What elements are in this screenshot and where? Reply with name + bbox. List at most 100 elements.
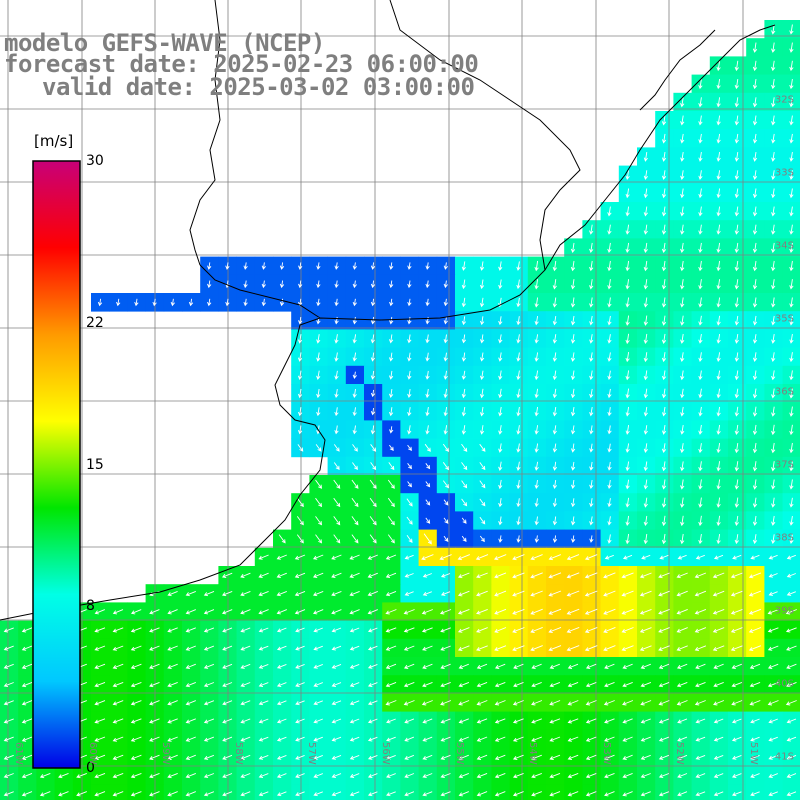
wind-arrow: [333, 534, 341, 544]
wind-arrow: [677, 554, 687, 560]
wind-arrow: [771, 133, 776, 144]
wind-arrow: [498, 461, 503, 471]
wind-arrow: [369, 479, 377, 489]
wind-arrow: [771, 279, 776, 290]
wind-arrow: [603, 608, 616, 615]
wind-arrow: [698, 479, 703, 490]
wind-arrow: [643, 152, 648, 162]
wind-arrow: [658, 608, 670, 615]
wind-arrow: [750, 754, 760, 760]
wind-arrow: [351, 497, 359, 508]
wind-arrow: [516, 297, 521, 308]
wind-arrow: [167, 663, 178, 669]
wind-arrow: [315, 444, 322, 452]
wind-arrow: [585, 754, 597, 760]
wind-arrow: [676, 663, 688, 669]
wind-arrow: [167, 754, 178, 760]
wind-arrow: [734, 152, 739, 162]
wind-arrow: [386, 718, 396, 724]
wind-arrow: [625, 188, 630, 199]
wind-arrow: [203, 627, 215, 633]
wind-arrow: [716, 497, 721, 508]
wind-arrow: [331, 572, 342, 578]
wind-arrow: [167, 627, 178, 633]
wind-arrow: [567, 754, 579, 760]
wind-arrow: [752, 115, 758, 126]
wind-arrow: [58, 791, 69, 797]
wind-arrow: [276, 572, 287, 578]
wind-arrow: [639, 572, 652, 579]
wind-arrow: [295, 627, 305, 633]
colorbar-tick-label: 30: [86, 153, 104, 169]
wind-arrow: [351, 516, 359, 526]
wind-speed-cell: [18, 784, 37, 800]
wind-arrow: [404, 773, 415, 779]
wind-arrow: [771, 315, 776, 326]
wind-arrow: [498, 498, 503, 508]
latitude-label: 35S: [774, 313, 794, 325]
wind-arrow: [387, 534, 395, 544]
wind-arrow: [567, 772, 579, 779]
wind-arrow: [221, 609, 233, 615]
wind-arrow: [566, 645, 580, 652]
wind-arrow: [298, 316, 303, 325]
wind-arrow: [698, 297, 703, 308]
wind-arrow: [112, 772, 124, 779]
wind-arrow: [734, 388, 739, 399]
wind-arrow: [771, 170, 776, 181]
wind-arrow: [352, 280, 357, 289]
wind-arrow: [607, 388, 612, 399]
wind-arrow: [458, 772, 469, 779]
wind-arrow: [494, 700, 506, 706]
wind-arrow: [694, 645, 707, 651]
wind-arrow: [498, 425, 503, 435]
wind-arrow: [331, 645, 342, 651]
wind-speed-cell: [400, 784, 419, 800]
wind-arrow: [316, 280, 321, 289]
wind-arrow: [295, 700, 305, 706]
wind-arrow: [625, 533, 630, 545]
wind-arrow: [603, 572, 616, 579]
wind-arrow: [298, 262, 303, 270]
wind-arrow: [752, 152, 758, 162]
wind-arrow: [789, 315, 794, 326]
wind-arrow: [152, 298, 157, 307]
wind-arrow: [752, 297, 758, 308]
wind-arrow: [625, 370, 630, 381]
wind-arrow: [534, 316, 539, 326]
wind-arrow: [476, 572, 488, 579]
wind-arrow: [585, 736, 597, 742]
wind-arrow: [442, 462, 450, 471]
wind-arrow: [552, 516, 558, 526]
wind-arrow: [734, 170, 739, 181]
wind-arrow: [112, 627, 124, 633]
wind-arrow: [643, 170, 648, 181]
wind-arrow: [333, 516, 341, 526]
wind-arrow: [240, 645, 251, 651]
wind-arrow: [639, 608, 652, 615]
wind-arrow: [771, 24, 776, 35]
wind-arrow: [130, 609, 142, 615]
wind-arrow: [680, 297, 685, 308]
wind-arrow: [661, 260, 667, 272]
wind-arrow: [734, 406, 739, 417]
wind-arrow: [694, 700, 706, 706]
wind-speed-cell: [600, 784, 620, 800]
wind-arrow: [222, 682, 233, 688]
wind-arrow: [316, 298, 321, 307]
wind-arrow: [734, 534, 739, 545]
wind-arrow: [698, 515, 703, 527]
wind-arrow: [512, 718, 524, 724]
wind-arrow: [789, 42, 794, 53]
wind-arrow: [625, 425, 630, 435]
longitude-label: 53W: [601, 742, 612, 765]
wind-arrow: [534, 480, 539, 489]
wind-arrow: [352, 389, 357, 398]
wind-arrow: [3, 736, 14, 742]
wind-arrow: [461, 370, 466, 380]
wind-arrow: [698, 224, 703, 235]
wind-arrow: [297, 444, 304, 452]
wind-arrow: [407, 463, 412, 470]
wind-arrow: [625, 297, 630, 308]
